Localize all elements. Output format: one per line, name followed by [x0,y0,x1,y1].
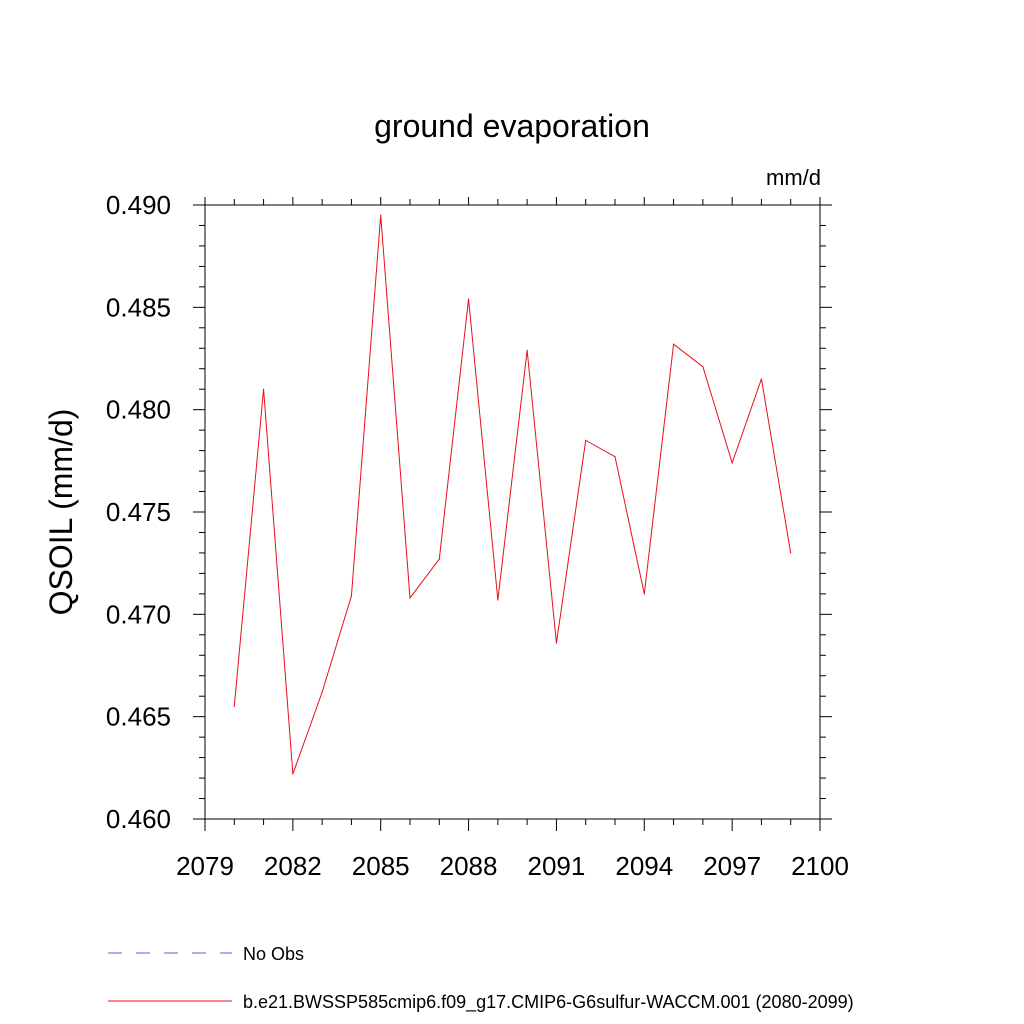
x-tick-label: 2082 [264,851,322,881]
y-axis-label: QSOIL (mm/d) [43,409,79,616]
x-tick-label: 2097 [703,851,761,881]
data-point [702,366,704,368]
series-line [233,215,792,775]
data-point [233,705,235,708]
data-point [409,597,411,599]
data-point [614,456,616,458]
data-point [262,388,265,390]
data-point [643,593,645,595]
y-tick-label: 0.480 [106,395,171,425]
data-point [731,462,733,464]
y-tick-label: 0.475 [106,497,171,527]
data-point [321,691,323,693]
plot-frame [204,204,821,820]
legend-label-no-obs: No Obs [243,944,304,964]
x-tick-label: 2091 [528,851,586,881]
data-point [350,595,353,597]
x-tick-label: 2088 [440,851,498,881]
y-tick-label: 0.465 [106,702,171,732]
y-tick-label: 0.470 [106,599,171,629]
data-point [438,558,440,560]
legend-item-no-obs: No Obs [108,944,304,964]
x-tick-label: 2079 [176,851,234,881]
data-point [497,599,499,601]
data-point [760,378,763,380]
data-series [233,214,792,775]
y-tick-label: 0.490 [106,190,171,220]
data-point [380,214,382,216]
legend-item-model-run: b.e21.BWSSP585cmip6.f09_g17.CMIP6-G6sulf… [108,992,854,1013]
data-point [526,349,528,351]
data-point [790,552,792,554]
data-point [585,439,587,441]
x-tick-label: 2100 [791,851,849,881]
data-point [555,642,558,644]
chart-title: ground evaporation [374,108,650,144]
y-tick-label: 0.485 [106,292,171,322]
tick-labels: 2079 2082 2085 2088 2091 2094 2097 2100 0.460 0.4… [106,190,849,881]
x-tick-label: 2085 [352,851,410,881]
units-label: mm/d [766,165,821,190]
legend: No Obs b.e21.BWSSP585cmip6.f09_g17.CMIP6… [108,944,854,1013]
data-point [467,298,470,300]
x-tick-label: 2094 [615,851,673,881]
data-point [292,773,294,775]
data-point [672,343,675,345]
axis-ticks [193,197,832,831]
y-tick-label: 0.460 [106,804,171,834]
legend-label-model-run: b.e21.BWSSP585cmip6.f09_g17.CMIP6-G6sulf… [243,992,854,1013]
